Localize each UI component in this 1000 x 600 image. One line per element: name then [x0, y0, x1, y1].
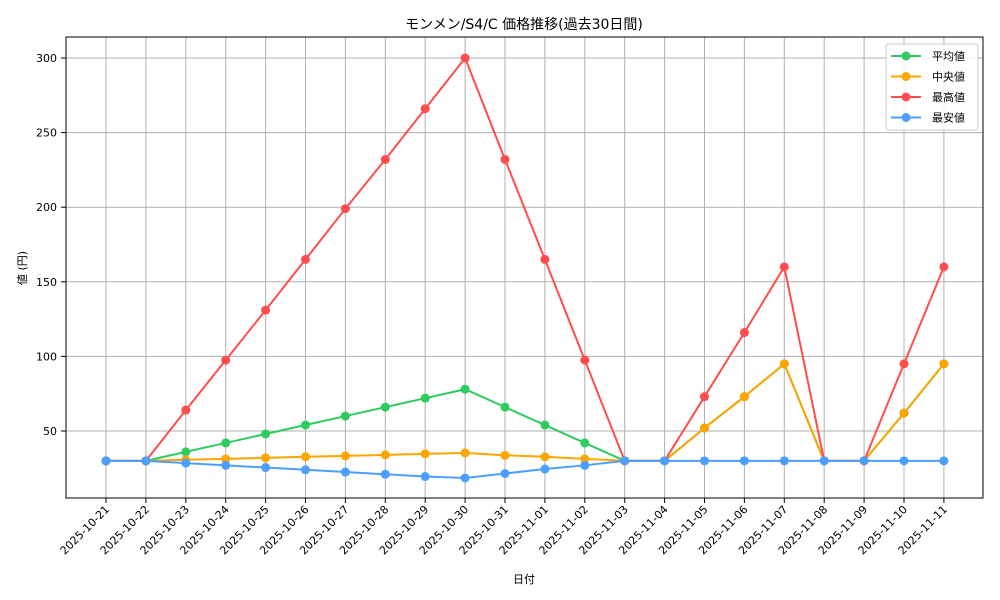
data-point	[700, 456, 709, 466]
data-point	[301, 452, 310, 462]
data-point	[181, 447, 191, 457]
data-point	[340, 451, 350, 461]
legend-marker-icon	[901, 51, 911, 61]
y-axis-ticks: 50 100 150 200 250 300	[36, 52, 66, 438]
data-point	[301, 420, 310, 430]
data-point	[939, 262, 949, 272]
data-point	[500, 469, 510, 479]
y-tick-label: 150	[36, 276, 57, 289]
legend-item: 最安値	[891, 111, 965, 125]
data-point	[500, 154, 510, 164]
data-point	[420, 449, 430, 459]
data-point	[899, 456, 909, 466]
chart-title: モンメン/S4/C 価格推移(過去30日間)	[405, 17, 643, 33]
grid-lines	[66, 37, 983, 498]
legend-marker-icon	[901, 92, 911, 102]
legend-item: 最高値	[891, 90, 965, 104]
data-point	[580, 438, 590, 448]
legend-item: 中央値	[891, 71, 965, 84]
data-point	[580, 454, 590, 464]
data-point	[420, 393, 430, 403]
x-axis-ticks: 2025-10-212025-10-222025-10-232025-10-24…	[58, 498, 950, 557]
data-point	[181, 458, 191, 468]
data-point	[301, 465, 310, 475]
legend-item: 平均値	[891, 50, 965, 63]
data-series	[101, 53, 949, 483]
data-point	[221, 355, 231, 365]
data-point	[580, 355, 590, 365]
data-point	[739, 456, 749, 466]
data-point	[660, 456, 670, 466]
legend-marker-icon	[901, 113, 911, 122]
data-point	[779, 262, 789, 272]
data-point	[739, 328, 749, 338]
data-point	[460, 53, 470, 63]
data-point	[739, 392, 749, 402]
x-axis-label: 日付	[513, 573, 535, 586]
data-point	[500, 450, 510, 460]
y-tick-label: 200	[36, 201, 57, 214]
data-point	[460, 384, 470, 394]
data-point	[700, 423, 709, 433]
data-point	[380, 154, 390, 164]
data-point	[580, 460, 590, 470]
data-point	[540, 254, 550, 264]
data-point	[939, 456, 949, 466]
data-point	[261, 305, 271, 315]
data-point	[620, 456, 630, 466]
data-point	[899, 408, 909, 418]
series-line	[101, 456, 949, 483]
data-point	[380, 450, 390, 460]
y-tick-label: 300	[36, 52, 57, 65]
plot-area-frame	[65, 36, 984, 499]
data-point	[380, 469, 390, 479]
data-point	[340, 411, 350, 421]
data-point	[500, 402, 510, 412]
legend-label: 最高値	[932, 90, 965, 104]
y-axis-label: 値 (円)	[16, 251, 29, 285]
data-point	[819, 456, 829, 466]
y-tick-label: 50	[43, 425, 57, 438]
y-tick-label: 250	[36, 127, 57, 140]
data-point	[939, 359, 949, 369]
data-point	[540, 420, 550, 430]
data-point	[700, 392, 709, 402]
series-line	[101, 53, 949, 466]
data-point	[899, 359, 909, 369]
data-point	[779, 359, 789, 369]
data-point	[221, 460, 231, 470]
data-point	[141, 456, 151, 466]
data-point	[779, 456, 789, 466]
data-point	[420, 472, 430, 482]
data-point	[301, 254, 310, 264]
legend-label: 平均値	[932, 50, 965, 63]
data-point	[380, 402, 390, 412]
data-point	[340, 204, 350, 214]
data-point	[221, 454, 231, 464]
data-point	[420, 104, 430, 114]
data-point	[221, 438, 231, 448]
data-point	[261, 453, 271, 463]
data-point	[261, 463, 271, 473]
legend-label: 中央値	[932, 71, 965, 84]
data-point	[340, 467, 350, 477]
legend-label: 最安値	[932, 111, 965, 125]
data-point	[540, 464, 550, 474]
data-point	[101, 456, 111, 466]
y-tick-label: 100	[36, 350, 57, 363]
data-point	[540, 452, 550, 462]
data-point	[460, 448, 470, 458]
data-point	[261, 429, 271, 439]
legend-marker-icon	[901, 72, 911, 81]
data-point	[460, 473, 470, 483]
data-point	[181, 405, 191, 415]
data-point	[859, 456, 869, 466]
